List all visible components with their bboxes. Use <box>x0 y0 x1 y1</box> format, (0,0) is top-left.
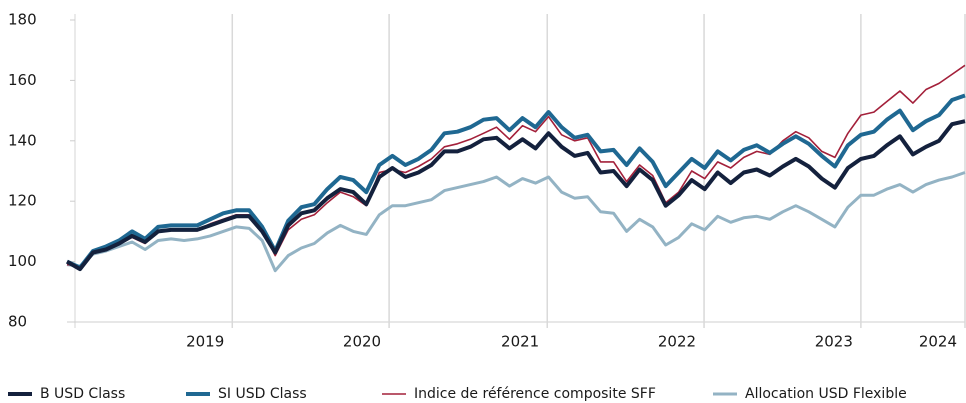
legend-label: SI USD Class <box>218 386 307 402</box>
x-tick-label: 2024 <box>919 333 957 351</box>
series-line <box>66 93 966 270</box>
x-tick-label: 2021 <box>501 333 539 351</box>
legend-label: Indice de référence composite SFF <box>414 386 656 402</box>
x-tick-label: 2020 <box>343 333 381 351</box>
legend-label: Allocation USD Flexible <box>745 386 907 402</box>
y-tick-label: 160 <box>8 71 37 89</box>
x-tick-label: 2023 <box>815 333 853 351</box>
series-line <box>66 64 966 267</box>
y-tick-label: 180 <box>8 11 37 29</box>
series-line <box>66 119 966 272</box>
y-tick-label: 120 <box>8 192 37 210</box>
y-tick-label: 100 <box>8 252 37 270</box>
series-line <box>66 171 966 273</box>
x-tick-label: 2022 <box>658 333 696 351</box>
legend: B USD Class SI USD Class Indice de référen… <box>8 386 907 402</box>
x-tick-label: 2019 <box>186 333 224 351</box>
legend-label: B USD Class <box>40 386 125 402</box>
y-tick-label: 80 <box>8 313 27 331</box>
y-tick-label: 140 <box>8 131 37 149</box>
